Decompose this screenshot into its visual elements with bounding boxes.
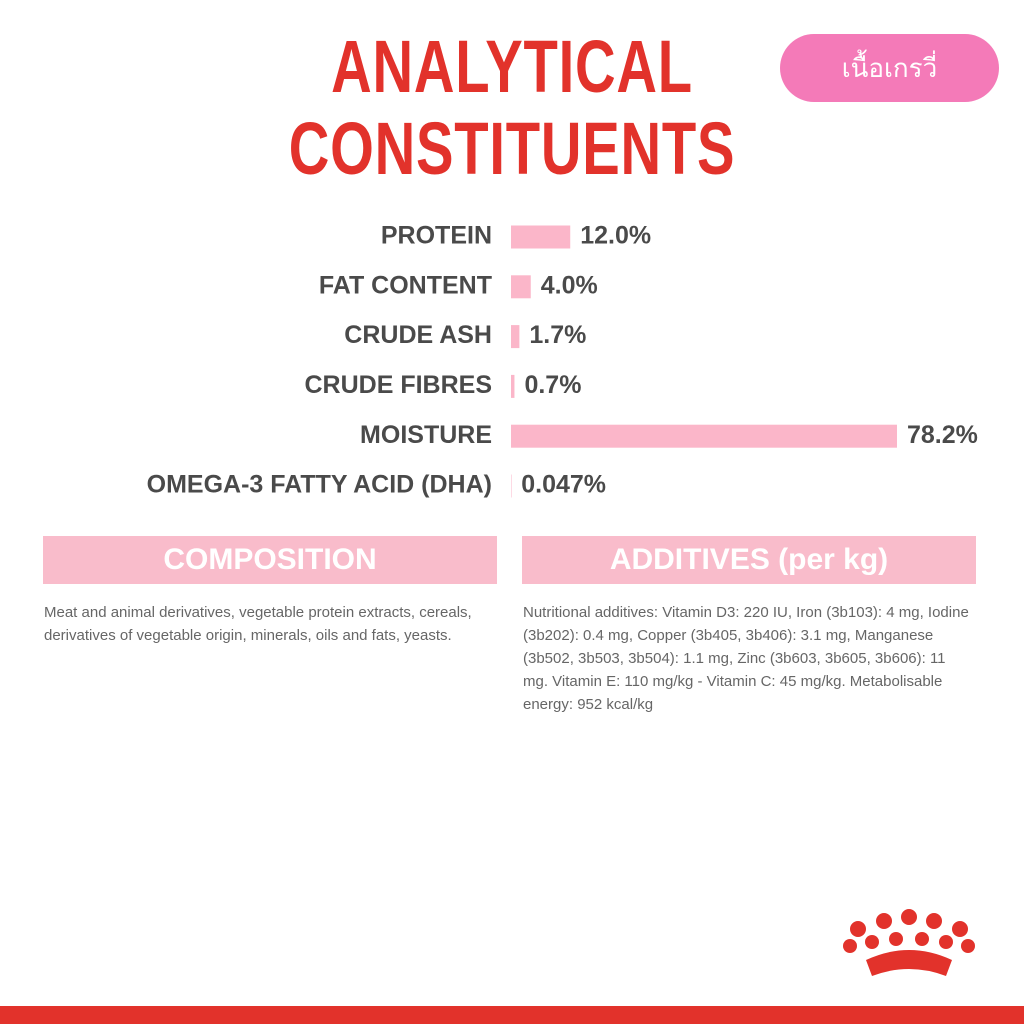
category-label: FAT CONTENT	[319, 271, 492, 299]
category-label: MOISTURE	[360, 421, 492, 449]
composition-text: Meat and animal derivatives, vegetable p…	[44, 604, 472, 644]
bar	[511, 325, 520, 349]
bar	[511, 474, 512, 498]
category-label: CRUDE ASH	[344, 321, 492, 349]
bar	[511, 374, 515, 398]
bar	[511, 275, 531, 299]
footer-bar	[0, 1006, 1024, 1024]
additives-heading: ADDITIVES (per kg)	[522, 536, 976, 584]
bar	[511, 424, 897, 448]
category-label: OMEGA-3 FATTY ACID (DHA)	[147, 471, 492, 499]
bar	[511, 225, 571, 249]
chart-title: ANALYTICAL CONSTITUENTS	[288, 25, 736, 190]
category-label: CRUDE FIBRES	[304, 371, 492, 399]
value-label: 0.7%	[524, 371, 581, 399]
additives-text: Nutritional additives: Vitamin D3: 220 I…	[523, 604, 969, 713]
value-label: 4.0%	[541, 271, 598, 299]
badge[interactable]: เนื้อเกรวี่	[780, 34, 999, 102]
value-label: 1.7%	[529, 321, 586, 349]
category-label: PROTEIN	[381, 222, 492, 250]
composition-heading: COMPOSITION	[43, 536, 497, 584]
value-label: 78.2%	[907, 421, 978, 449]
crown-logo	[843, 909, 975, 976]
value-label: 12.0%	[580, 222, 651, 250]
value-label: 0.047%	[521, 471, 606, 499]
